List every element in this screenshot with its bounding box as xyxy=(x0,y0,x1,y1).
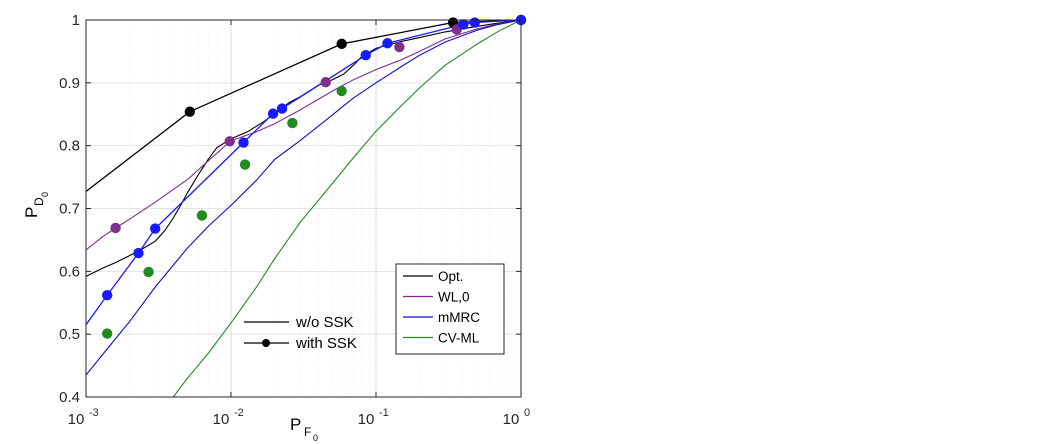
y-tick-label: 0.8 xyxy=(59,138,80,155)
ssk-legend-item: w/o SSK xyxy=(244,314,354,331)
data-marker xyxy=(360,49,371,61)
y-tick-label: 0.4 xyxy=(59,389,80,406)
axis-ticks: 10 -3 10 -2 10 -1 10 0 0.4 0.5 0.6 0.7 0.8 0.9 1 xyxy=(59,12,530,428)
data-marker xyxy=(149,223,161,234)
x-tick-label: 10 xyxy=(213,411,230,428)
y-tick-label: 0.7 xyxy=(59,201,80,218)
y-tick-label: 0.9 xyxy=(59,75,80,92)
data-marker xyxy=(394,41,405,53)
data-marker xyxy=(382,38,393,49)
x-tick-exponent: -1 xyxy=(379,407,389,419)
y-tick-label: 0.6 xyxy=(59,263,80,280)
data-marker xyxy=(276,103,288,114)
x-tick-label: 10 xyxy=(358,411,375,428)
ssk-legend-marker xyxy=(262,339,270,347)
ssk-legend: w/o SSK with SSK xyxy=(244,314,357,352)
data-marker xyxy=(267,108,279,119)
x-tick-exponent: 0 xyxy=(524,407,530,419)
y-label-main: P xyxy=(22,207,41,218)
data-marker xyxy=(287,117,298,129)
data-marker xyxy=(320,77,331,88)
legend-label: mMRC xyxy=(438,310,480,325)
x-tick-exponent: -3 xyxy=(89,407,99,419)
x-label-sub: F xyxy=(304,425,311,439)
x-axis-label: P F 0 xyxy=(290,415,318,443)
legend-label: Opt. xyxy=(438,269,464,284)
series-line xyxy=(172,20,521,397)
ssk-legend-label: with SSK xyxy=(295,335,357,352)
data-marker xyxy=(336,85,347,97)
data-marker xyxy=(469,17,480,28)
legend-label: WL,0 xyxy=(438,290,470,305)
data-marker xyxy=(196,210,208,221)
ssk-legend-item: with SSK xyxy=(244,335,357,352)
series-line xyxy=(86,20,521,376)
x-tick-label: 10 xyxy=(503,411,520,428)
data-marker xyxy=(238,137,249,148)
data-marker xyxy=(184,106,196,117)
data-marker xyxy=(110,222,121,234)
legend-item: Opt. xyxy=(403,269,464,284)
data-marker xyxy=(336,38,347,50)
x-label-sub2: 0 xyxy=(313,433,318,443)
x-tick-label: 10 xyxy=(68,411,85,428)
legend-frame xyxy=(395,263,505,355)
legend-item: CV-ML xyxy=(403,331,480,346)
legend-item: mMRC xyxy=(403,310,480,325)
data-marker xyxy=(133,247,144,259)
y-axis-label: P D 0 xyxy=(22,192,50,218)
data-marker xyxy=(143,266,154,278)
data-marker xyxy=(239,159,251,170)
legend-box: Opt. WL,0 mMRC CV-ML xyxy=(395,263,505,355)
x-tick-exponent: -2 xyxy=(234,407,244,419)
data-marker xyxy=(224,136,235,147)
ssk-legend-label: w/o SSK xyxy=(295,314,354,331)
y-tick-label: 0.5 xyxy=(59,326,80,343)
legend-label: CV-ML xyxy=(438,331,480,346)
y-tick-label: 1 xyxy=(72,12,80,29)
y-label-sub2: 0 xyxy=(40,192,50,197)
legend-item: WL,0 xyxy=(403,290,470,305)
data-marker xyxy=(458,19,469,30)
data-marker xyxy=(101,328,113,339)
series-line xyxy=(86,20,521,251)
x-label-main: P xyxy=(290,415,301,434)
y-label-sub: D xyxy=(32,197,46,206)
data-marker xyxy=(101,290,113,301)
